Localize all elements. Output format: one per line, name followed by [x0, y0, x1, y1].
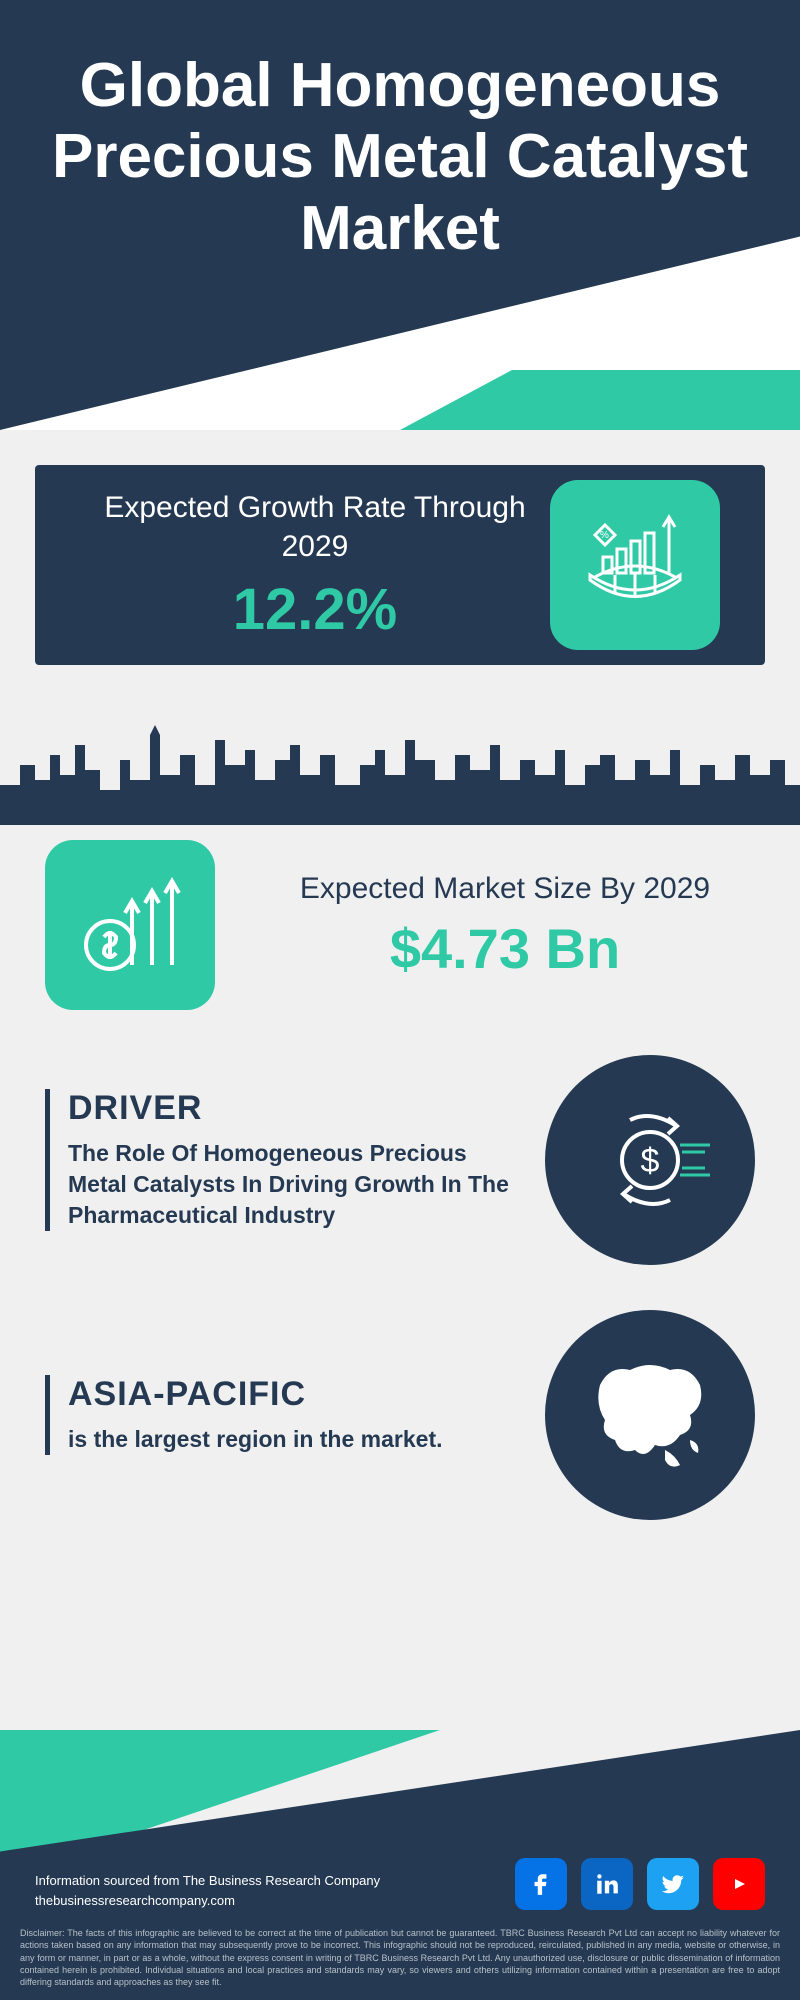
growth-label: Expected Growth Rate Through 2029: [80, 488, 550, 566]
growth-rate-card: Expected Growth Rate Through 2029 12.2% …: [35, 465, 765, 665]
social-icons-row: [515, 1858, 765, 1910]
disclaimer-text: Disclaimer: The facts of this infographi…: [20, 1927, 780, 1988]
growth-icon-box: %: [550, 480, 720, 650]
driver-heading: DRIVER: [68, 1089, 515, 1128]
source-line-2: thebusinessresearchcompany.com: [35, 1891, 380, 1911]
svg-text:%: %: [600, 530, 609, 541]
globe-chart-icon: %: [575, 505, 695, 625]
driver-body: The Role Of Homogeneous Precious Metal C…: [68, 1138, 515, 1231]
twitter-icon: [660, 1871, 686, 1897]
youtube-button[interactable]: [713, 1858, 765, 1910]
skyline-icon: [0, 705, 800, 825]
twitter-button[interactable]: [647, 1858, 699, 1910]
driver-icon-circle: $: [545, 1055, 755, 1265]
hero-section: Global Homogeneous Precious Metal Cataly…: [0, 0, 800, 430]
region-text: ASIA-PACIFIC is the largest region in th…: [45, 1375, 515, 1455]
driver-block: DRIVER The Role Of Homogeneous Precious …: [45, 1055, 755, 1265]
linkedin-icon: [594, 1871, 620, 1897]
growth-text-block: Expected Growth Rate Through 2029 12.2%: [80, 488, 550, 643]
market-value: $4.73 Bn: [255, 916, 755, 981]
dollar-arrows-icon: [70, 865, 190, 985]
region-heading: ASIA-PACIFIC: [68, 1375, 515, 1414]
driver-text: DRIVER The Role Of Homogeneous Precious …: [45, 1089, 515, 1231]
facebook-button[interactable]: [515, 1858, 567, 1910]
region-body: is the largest region in the market.: [68, 1424, 515, 1455]
region-block: ASIA-PACIFIC is the largest region in th…: [45, 1310, 755, 1520]
footer-content: Information sourced from The Business Re…: [0, 1858, 800, 1910]
asia-map-icon: [570, 1335, 730, 1495]
facebook-icon: [528, 1871, 554, 1897]
market-size-card: Expected Market Size By 2029 $4.73 Bn: [35, 840, 765, 1010]
page-title: Global Homogeneous Precious Metal Cataly…: [0, 0, 800, 264]
region-icon-circle: [545, 1310, 755, 1520]
market-icon-box: [45, 840, 215, 1010]
linkedin-button[interactable]: [581, 1858, 633, 1910]
skyline-divider: [0, 705, 800, 825]
market-text-block: Expected Market Size By 2029 $4.73 Bn: [255, 869, 755, 981]
growth-value: 12.2%: [80, 576, 550, 643]
youtube-icon: [724, 1873, 754, 1895]
svg-text:$: $: [641, 1142, 660, 1180]
market-label: Expected Market Size By 2029: [255, 869, 755, 908]
dollar-transfer-icon: $: [580, 1090, 720, 1230]
source-line-1: Information sourced from The Business Re…: [35, 1871, 380, 1891]
footer-section: Information sourced from The Business Re…: [0, 1730, 800, 2000]
source-text: Information sourced from The Business Re…: [35, 1871, 380, 1910]
